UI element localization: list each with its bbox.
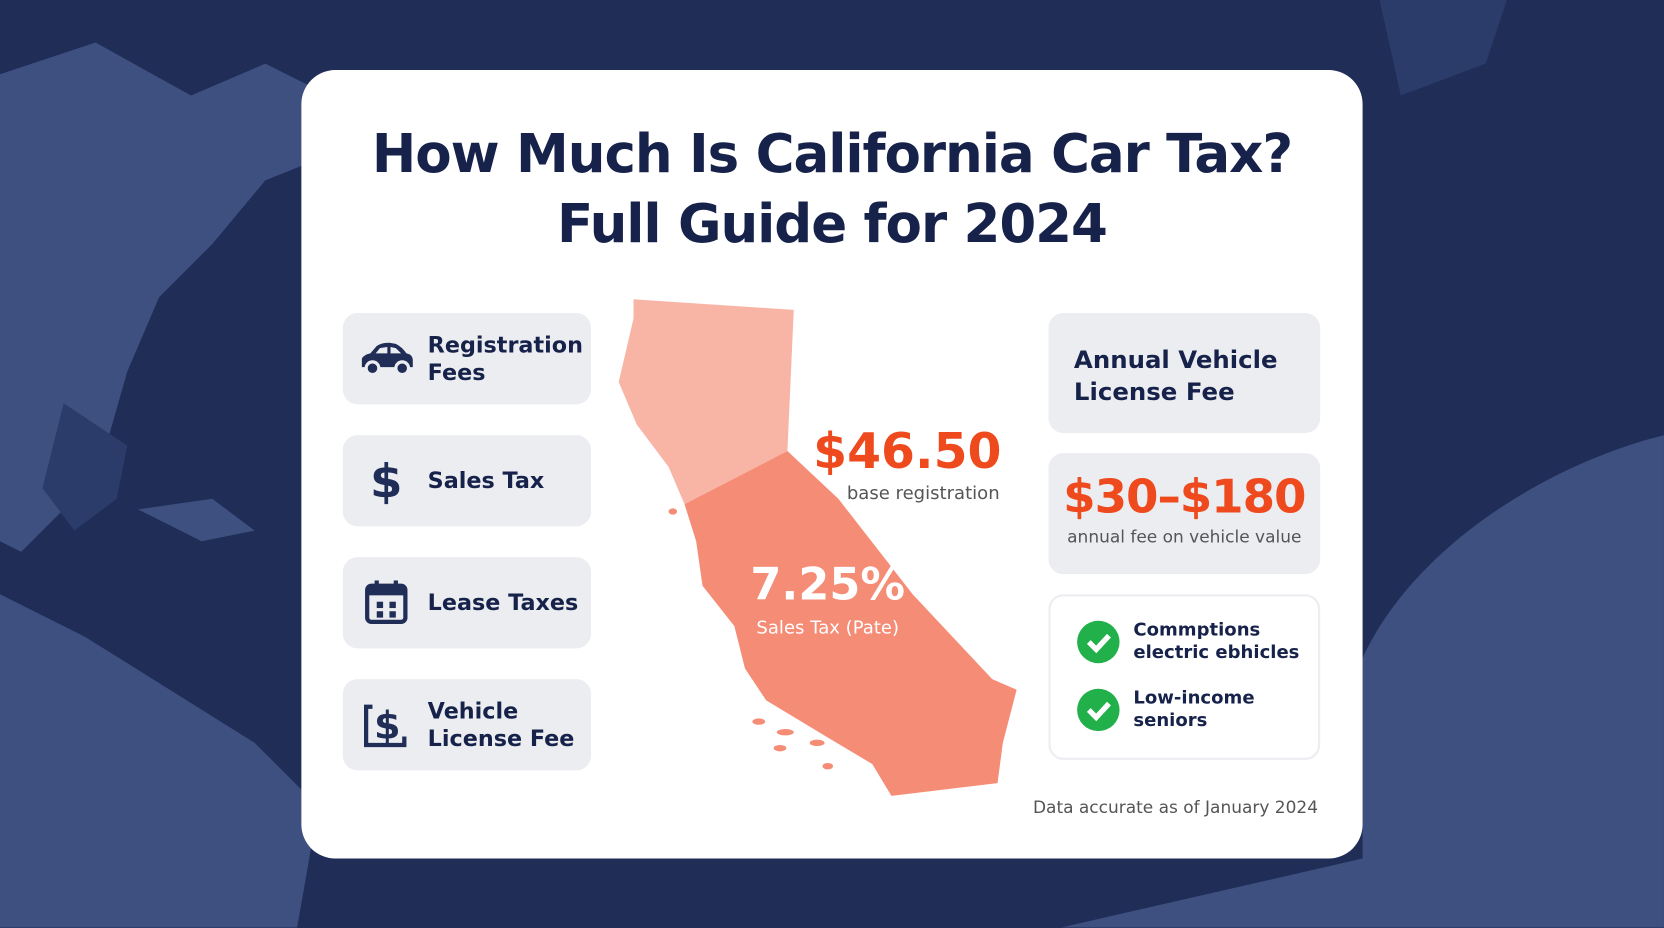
license-icon: $ xyxy=(363,705,407,749)
footer-note: Data accurate as of January 2024 xyxy=(1032,796,1319,818)
registration-caption: base registration xyxy=(846,482,1000,505)
item-registration: Registration Fees xyxy=(342,313,592,405)
svg-text:$: $ xyxy=(370,456,403,506)
label-line: Lease Taxes xyxy=(427,590,579,616)
item-vlf: $ Vehicle License Fee xyxy=(342,679,592,771)
label-line: License Fee xyxy=(427,725,575,752)
fee-caption: annual fee on vehicle value xyxy=(1067,526,1302,547)
vlf-heading-box: Annual Vehicle License Fee xyxy=(1048,313,1321,433)
label-line: Registration xyxy=(427,332,583,358)
title-line: Full Guide for 2024 xyxy=(557,193,1108,255)
item-sales: $ Sales Tax xyxy=(342,435,592,527)
check-icon xyxy=(1077,688,1120,732)
label-line: Vehicle xyxy=(427,698,519,724)
car-icon xyxy=(361,342,413,377)
check-icon xyxy=(1077,620,1120,664)
exemptions-box: Commptions electric ebhicles Low-income se… xyxy=(1048,594,1321,760)
vlf-heading: Annual Vehicle License Fee xyxy=(1074,345,1320,409)
dollar-icon: $ xyxy=(370,456,403,506)
sales-rate: 7.25% xyxy=(750,558,906,611)
svg-text:$: $ xyxy=(374,705,401,749)
heading-line: Annual Vehicle xyxy=(1073,347,1278,375)
title: How Much Is California Car Tax? Full Gui… xyxy=(301,119,1362,259)
label-line: Sales Tax xyxy=(427,467,545,494)
item-label: Sales Tax xyxy=(428,467,545,495)
exemption: Low-income seniors xyxy=(1076,688,1318,733)
fee-box: $30–$180 annual fee on vehicle value xyxy=(1048,453,1321,575)
registration-amount: $46.50 xyxy=(813,422,1002,480)
exemption-line: Low-income xyxy=(1133,687,1255,709)
item-label: Registration Fees xyxy=(428,331,583,386)
fee-range: $30–$180 xyxy=(1063,470,1306,525)
exemption-line: electric ebhicles xyxy=(1133,642,1300,664)
item-lease: Lease Taxes xyxy=(342,557,592,649)
title-line: How Much Is California Car Tax? xyxy=(371,123,1293,185)
heading-line: License Fee xyxy=(1073,378,1235,407)
sales-caption: Sales Tax (Pate) xyxy=(756,617,900,639)
exemption: Commptions electric ebhicles xyxy=(1076,620,1318,665)
exemption-line: seniors xyxy=(1133,709,1208,732)
item-label: Vehicle License Fee xyxy=(428,697,575,752)
label-line: Fees xyxy=(427,359,486,386)
item-label: Lease Taxes xyxy=(428,589,579,617)
calendar-icon xyxy=(365,580,408,624)
exemption-line: Commptions xyxy=(1133,619,1261,641)
